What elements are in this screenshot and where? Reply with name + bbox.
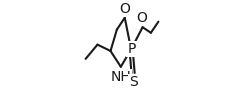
Text: O: O <box>137 11 148 25</box>
Text: P: P <box>127 42 136 56</box>
Text: NH: NH <box>110 70 131 84</box>
Text: S: S <box>129 76 138 89</box>
Text: O: O <box>119 2 130 16</box>
